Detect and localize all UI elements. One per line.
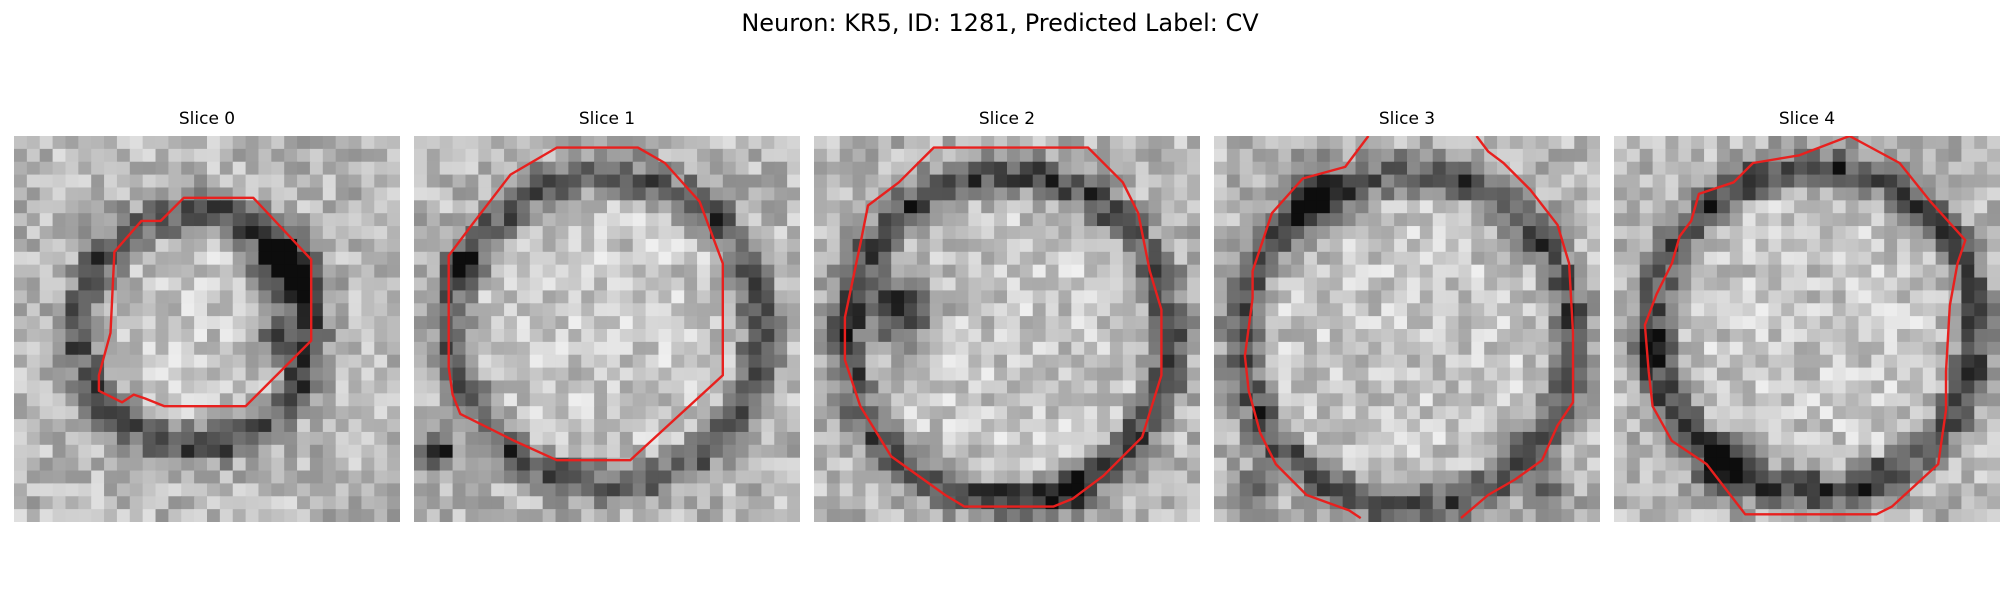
slice-panel-4: Slice 4 [1614, 108, 2000, 522]
slice-title: Slice 3 [1214, 108, 1600, 130]
slice-panel-1: Slice 1 [414, 108, 800, 522]
slice-title: Slice 1 [414, 108, 800, 130]
slice-title: Slice 2 [814, 108, 1200, 130]
slice-image [414, 136, 800, 522]
slice-image [1614, 136, 2000, 522]
slice-image [1214, 136, 1600, 522]
slice-panel-0: Slice 0 [14, 108, 400, 522]
figure-title: Neuron: KR5, ID: 1281, Predicted Label: … [0, 8, 2000, 38]
slice-panel-2: Slice 2 [814, 108, 1200, 522]
slice-title: Slice 0 [14, 108, 400, 130]
slice-panel-3: Slice 3 [1214, 108, 1600, 522]
slice-title: Slice 4 [1614, 108, 2000, 130]
slice-image [14, 136, 400, 522]
slice-image [814, 136, 1200, 522]
